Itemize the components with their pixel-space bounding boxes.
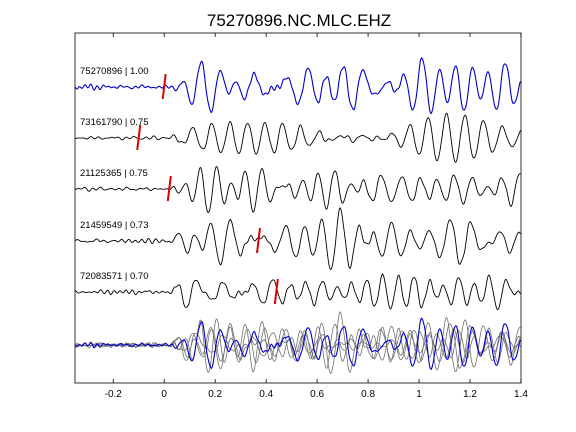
x-tick-label: 1.2 xyxy=(463,389,477,400)
trace-line-73161790 xyxy=(74,112,521,163)
stack-line-72083571 xyxy=(74,326,521,363)
x-tick-label: 0 xyxy=(161,389,167,400)
trace-line-21459549 xyxy=(74,207,521,271)
stack-layer xyxy=(74,311,522,375)
trace-label-21125365: 21125365 | 0.75 xyxy=(80,168,148,179)
x-tick-label: -0.2 xyxy=(105,389,123,400)
trace-labels: 75270896 | 1.00 73161790 | 0.75 21125365 |… xyxy=(80,66,149,282)
x-tick-label: 0.6 xyxy=(310,389,324,400)
stack-line-21459549 xyxy=(74,311,521,375)
picks-layer xyxy=(136,73,279,305)
pick-marker-21459549 xyxy=(256,227,261,254)
pick-marker-73161790 xyxy=(136,124,142,151)
trace-label-72083571: 72083571 | 0.70 xyxy=(80,271,149,282)
trace-line-72083571 xyxy=(74,273,521,311)
x-axis-ticks: -0.2 0 0.2 0.4 0.6 0.8 1 1.2 1.4 xyxy=(105,33,528,400)
traces-layer xyxy=(74,57,522,311)
trace-label-73161790: 73161790 | 0.75 xyxy=(80,117,149,128)
x-tick-label: 1 xyxy=(416,389,422,400)
axes-frame xyxy=(74,32,522,384)
trace-label-21459549: 21459549 | 0.73 xyxy=(80,220,149,231)
pick-marker-21125365 xyxy=(166,175,172,202)
trace-label-75270896: 75270896 | 1.00 xyxy=(80,66,149,77)
pick-marker-75270896 xyxy=(161,73,167,100)
chart-title: 75270896.NC.MLC.EHZ xyxy=(207,11,391,30)
x-tick-label: 0.8 xyxy=(361,389,375,400)
stack-line-75270896 xyxy=(74,317,522,370)
x-tick-label: 1.4 xyxy=(514,389,528,400)
x-tick-label: 0.2 xyxy=(208,389,222,400)
pick-marker-72083571 xyxy=(273,278,279,305)
trace-line-75270896 xyxy=(74,57,522,115)
trace-line-21125365 xyxy=(74,165,521,214)
x-tick-label: 0.4 xyxy=(259,389,273,400)
plot-area: 75270896 | 1.00 73161790 | 0.75 21125365 |… xyxy=(74,32,528,400)
